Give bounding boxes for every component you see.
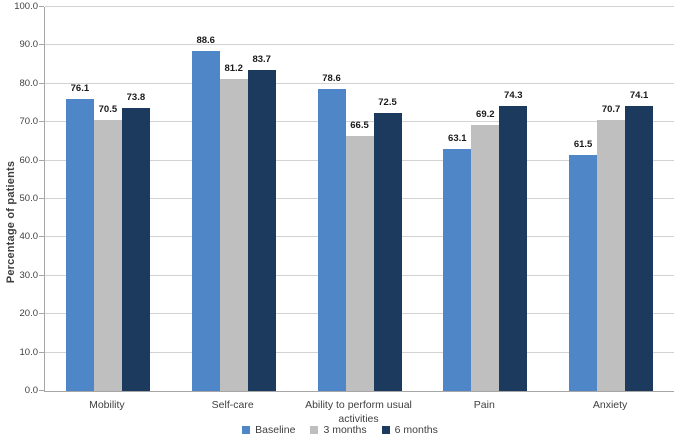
bar-value-label: 70.7 (601, 103, 621, 115)
x-category-label: Mobility (89, 399, 125, 411)
bar-value-label: 70.5 (98, 104, 118, 116)
y-tick-mark (39, 82, 44, 84)
bar-value-label: 88.6 (196, 34, 215, 46)
legend-swatch-icon (381, 426, 390, 434)
bar-value-label: 76.1 (70, 82, 90, 94)
legend-swatch-icon (242, 426, 251, 434)
bar-baseline-pain (443, 148, 472, 391)
bar-baseline-ability-to-perform-usual-activities (317, 89, 346, 391)
y-tick-mark (39, 313, 44, 315)
gridline (45, 82, 674, 84)
y-tick-label: 100.0 (14, 1, 38, 12)
y-tick-label: 0.0 (24, 385, 38, 396)
y-axis-title: Percentage of patients (5, 160, 17, 284)
gridline (45, 44, 674, 46)
y-tick-mark (39, 274, 44, 276)
legend: Baseline 3 months 6 months (0, 424, 680, 436)
y-tick-mark (39, 159, 44, 161)
bar-value-label: 74.1 (629, 90, 649, 102)
bar-value-label: 83.7 (252, 53, 271, 65)
bar-value-label: 61.5 (573, 138, 593, 150)
bar-value-label: 69.2 (476, 109, 495, 121)
y-tick-mark (39, 121, 44, 123)
bar-6-months-anxiety (625, 106, 654, 391)
bar-3-months-ability-to-perform-usual-activities (345, 135, 374, 391)
bar-6-months-mobility (121, 107, 150, 391)
x-category-label: Anxiety (592, 399, 628, 411)
y-tick-label: 80.0 (19, 77, 39, 89)
legend-item-6-months: 6 months (381, 424, 438, 436)
bar-3-months-mobility (93, 120, 122, 391)
y-tick-mark (39, 351, 44, 353)
legend-swatch-icon (310, 426, 319, 434)
gridline (45, 121, 674, 123)
y-tick-label: 20.0 (19, 308, 39, 320)
y-tick-mark (39, 198, 44, 199)
legend-label: 3 months (323, 424, 367, 436)
bar-6-months-self-care (247, 69, 276, 391)
y-tick-label: 70.0 (19, 116, 39, 128)
legend-item-3-months: 3 months (310, 424, 367, 436)
bar-6-months-pain (499, 105, 528, 391)
bar-baseline-anxiety (569, 154, 598, 391)
bar-6-months-ability-to-perform-usual-activities (373, 112, 402, 391)
bar-value-label: 72.5 (378, 96, 397, 108)
bar-value-label: 66.5 (350, 119, 369, 131)
legend-label: Baseline (255, 424, 296, 436)
bar-3-months-anxiety (597, 119, 626, 391)
bar-3-months-pain (471, 125, 500, 391)
y-tick-label: 40.0 (19, 231, 39, 243)
bar-value-label: 74.3 (504, 89, 523, 101)
y-tick-label: 60.0 (19, 154, 39, 166)
bar-value-label: 63.1 (448, 132, 467, 144)
y-tick-label: 30.0 (19, 269, 39, 281)
x-category-label: Ability to perform usual activities (305, 399, 412, 425)
y-tick-mark (39, 236, 44, 238)
legend-label: 6 months (394, 424, 438, 436)
bar-value-label: 81.2 (224, 63, 243, 75)
y-tick-mark (39, 6, 44, 7)
bar-value-label: 78.6 (322, 73, 341, 85)
y-tick-mark (39, 390, 44, 391)
legend-item-baseline: Baseline (242, 424, 295, 436)
bar-baseline-mobility (65, 98, 94, 391)
x-category-label: Pain (473, 399, 495, 411)
gridline (45, 6, 674, 7)
y-tick-mark (39, 44, 44, 46)
y-tick-label: 50.0 (19, 193, 39, 204)
bar-baseline-self-care (191, 50, 220, 391)
bar-3-months-self-care (219, 79, 248, 391)
y-tick-label: 90.0 (19, 39, 39, 51)
plot-area: 76.1 70.5 73.8 88.6 81.2 83.7 78.6 66.5 72.5 63.1… (39, 6, 674, 392)
x-category-label: Self-care (211, 399, 254, 411)
y-tick-label: 10.0 (19, 346, 39, 358)
bar-value-label: 73.8 (126, 91, 146, 103)
